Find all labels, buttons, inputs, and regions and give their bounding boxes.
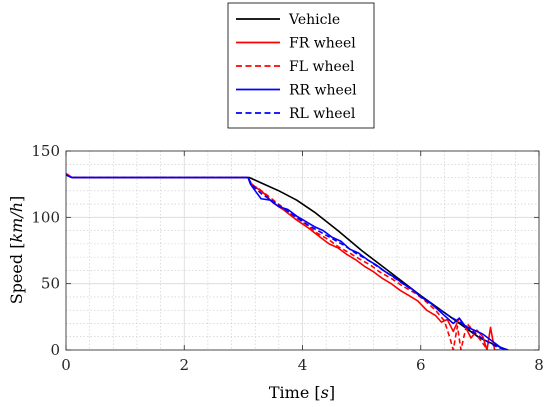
legend-box [227,2,375,129]
y-axis-label-bracket-open: [ [7,243,26,249]
x-tick-label: 6 [416,356,426,374]
x-tick-label: 0 [61,356,71,374]
legend-label-fr-wheel: FR wheel [289,36,356,52]
x-axis-label-bracket-open: [ [314,383,320,402]
x-tick-label: 4 [298,356,308,374]
axis-ticks: 0 2 4 6 8 0 50 100 150 [31,142,543,374]
x-axis-label-bracket-close: ] [329,383,335,402]
minor-grid [66,151,539,350]
y-axis-label: Speed [km/h] [7,196,26,305]
legend-label-vehicle: Vehicle [288,12,340,28]
legend-label-fl-wheel: FL wheel [289,59,355,75]
y-axis-label-text: Speed [7,249,26,304]
x-axis-label: Time [s] [269,383,335,402]
legend: Vehicle FR wheel FL wheel RR wheel RL wheel [227,2,375,129]
legend-label-rl-wheel: RL wheel [289,106,356,122]
x-tick-label: 2 [179,356,189,374]
y-axis-label-unit: km/h [7,202,26,243]
series-line-rl-wheel [66,174,507,350]
y-tick-label: 150 [31,142,60,160]
y-axis-label-bracket-close: ] [7,196,26,202]
x-axis-label-text: Time [269,383,315,402]
series-line-vehicle [66,174,507,350]
series-line-fl-wheel [66,172,487,350]
y-tick-label: 0 [50,341,60,359]
legend-label-rr-wheel: RR wheel [289,83,357,99]
y-tick-label: 50 [41,275,60,293]
x-tick-label: 8 [534,356,544,374]
y-tick-label: 100 [31,208,60,226]
series-group [66,172,509,350]
x-axis-label-unit: s [321,383,329,402]
